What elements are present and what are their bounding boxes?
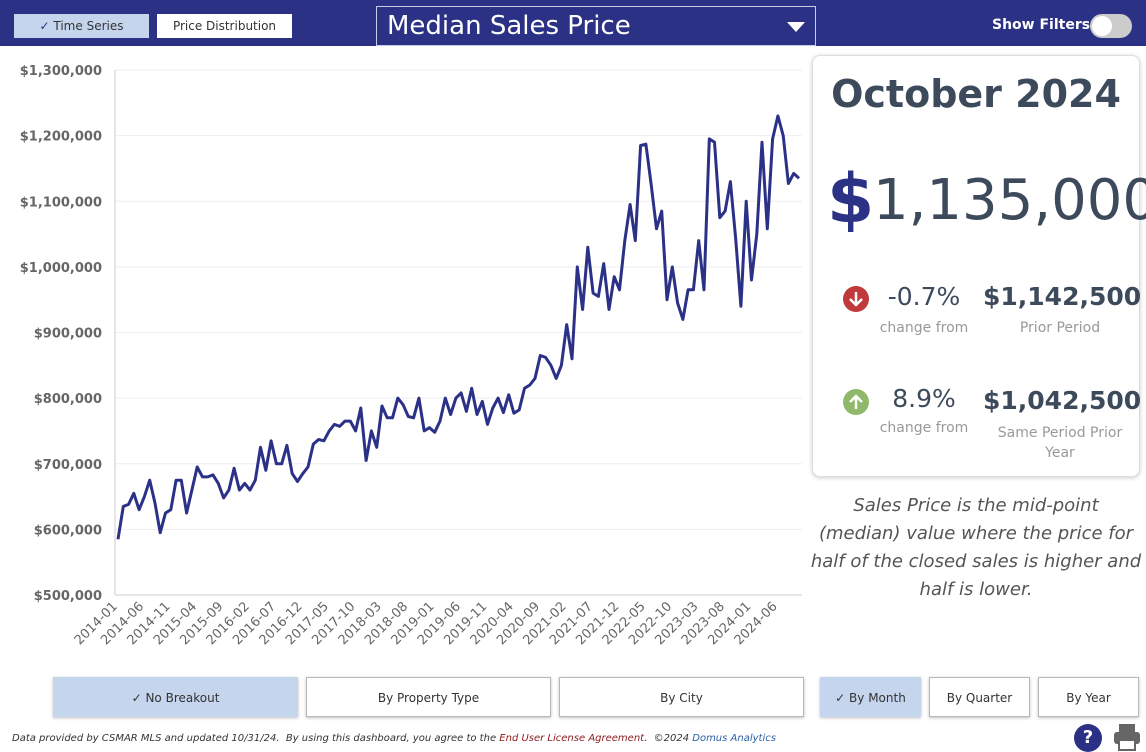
y-tick-label: $1,100,000	[20, 195, 102, 210]
reference: Same Period Prior Year	[997, 425, 1123, 461]
breakout-button[interactable]: By Property Type	[306, 677, 551, 717]
interval-button[interactable]: By Quarter	[929, 677, 1030, 717]
chart: $500,000 $600,000 $700,000 $800,000 $900,000…	[20, 64, 802, 648]
y-tick-label: $600,000	[34, 523, 102, 538]
interval-button[interactable]: ✓ By Month	[820, 677, 921, 717]
help-button[interactable]: ?	[1074, 724, 1102, 752]
print-button[interactable]	[1112, 722, 1142, 752]
interval-button[interactable]: By Year	[1038, 677, 1139, 717]
filters-label: Show Filters:	[992, 17, 1096, 33]
price-line	[116, 114, 801, 540]
reference: Prior Period	[1019, 320, 1101, 336]
tab[interactable]: ✓ Time Series	[14, 14, 149, 38]
change: -0.7%	[887, 282, 961, 311]
dropdown-arrow	[787, 22, 805, 32]
value-symbol: $	[827, 160, 875, 239]
up-icon	[843, 389, 869, 415]
button-label: By Month	[849, 691, 906, 705]
footer: Data provided by CSMAR MLS and updated 1…	[12, 733, 776, 744]
change-label: change from	[879, 320, 969, 336]
breakout-button[interactable]: ✓ No Breakout	[53, 677, 298, 717]
tab-label: Time Series	[53, 19, 124, 33]
y-tick-label: $1,000,000	[20, 261, 102, 276]
change: 8.9%	[892, 384, 956, 413]
company-link[interactable]: Domus Analytics	[692, 733, 776, 744]
y-tick-label: $800,000	[34, 392, 102, 407]
y-tick-label: $1,300,000	[20, 64, 102, 79]
metric-select[interactable]: Median Sales Price	[376, 6, 816, 46]
description: Sales Price is the mid-point (median) va…	[810, 495, 1142, 600]
footer-text: Data provided by CSMAR MLS and updated 1…	[12, 733, 500, 744]
y-tick-label: $700,000	[34, 458, 102, 473]
amount: $1,142,500	[983, 282, 1142, 311]
metric-label: Median Sales Price	[387, 11, 631, 41]
button-label: No Breakout	[145, 691, 220, 705]
y-tick-label: $500,000	[34, 589, 102, 604]
amount: $1,042,500	[983, 386, 1142, 415]
footer-text: . ©2024	[644, 733, 693, 744]
eula-link[interactable]: End User License Agreement	[499, 733, 645, 744]
tab[interactable]: Price Distribution	[157, 14, 292, 38]
toggle-knob	[1092, 16, 1112, 36]
down-icon	[843, 286, 869, 312]
current-value: 1,135,000	[873, 168, 1146, 233]
summary-card: October 2024 $ 1,135,000 -0.7% change fr…	[812, 55, 1146, 477]
breakout-button[interactable]: By City	[559, 677, 804, 717]
y-tick-label: $900,000	[34, 327, 102, 342]
y-tick-label: $1,200,000	[20, 130, 102, 145]
change-label: change from	[879, 420, 969, 436]
filters-toggle[interactable]	[1090, 14, 1132, 38]
period: October 2024	[831, 72, 1121, 116]
